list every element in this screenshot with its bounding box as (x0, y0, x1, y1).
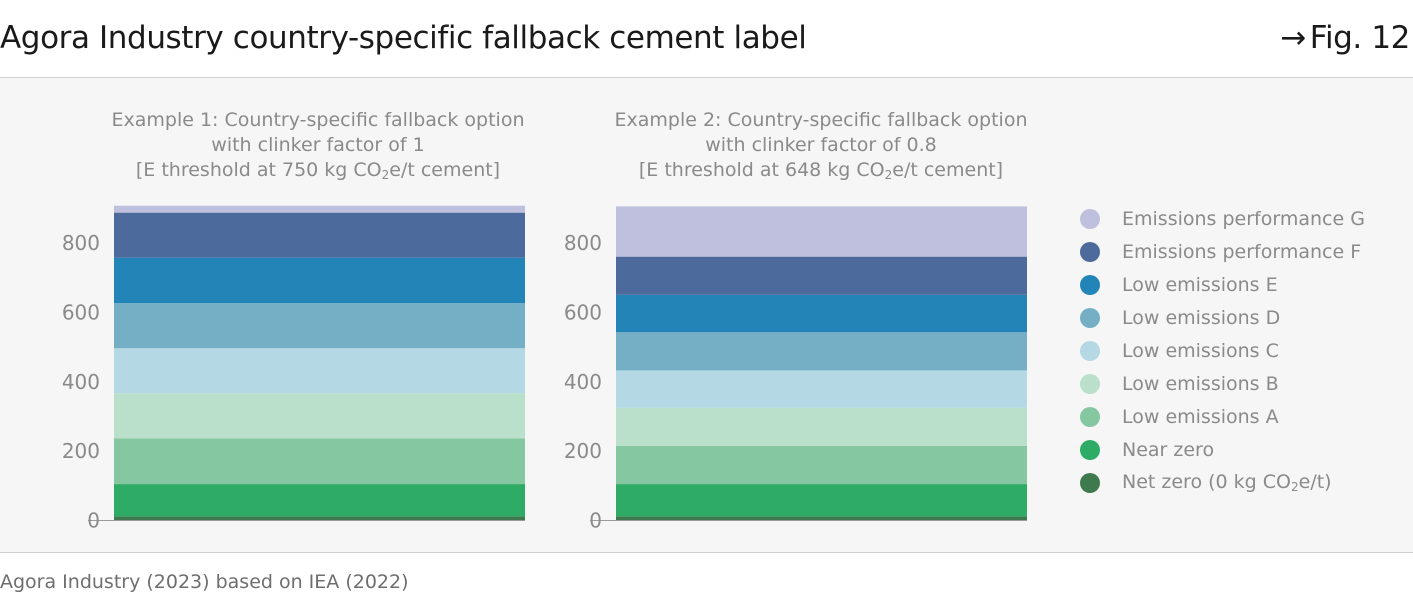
legend-swatch (1080, 307, 1100, 328)
chart-threshold-note: [E threshold at 648 kg CO2e/t cement] (639, 159, 1003, 182)
legend-item: Low emissions B (1080, 367, 1410, 400)
y-tick-label: 600 (62, 300, 100, 324)
legend-swatch (1080, 274, 1100, 295)
legend-swatch (1080, 373, 1100, 394)
source-note: Agora Industry (2023) based on IEA (2022… (0, 571, 409, 593)
bar-segment (114, 205, 525, 213)
bar-segment (114, 257, 525, 304)
legend-label: Emissions performance F (1122, 240, 1362, 263)
y-tick-label: 200 (62, 439, 100, 463)
legend: Emissions performance G Emissions perform… (1080, 202, 1410, 499)
bar-segment (114, 303, 525, 349)
legend-swatch (1080, 406, 1100, 427)
bar-segment (114, 393, 525, 439)
y-tick-label: 800 (62, 231, 100, 255)
bar-segment (616, 294, 1027, 333)
bar-segment (616, 484, 1027, 517)
legend-label: Near zero (1122, 438, 1215, 461)
figure-title: Agora Industry country-specific fallback… (0, 20, 807, 56)
arrow-right-icon: → (1280, 20, 1306, 56)
figure-header: Agora Industry country-specific fallback… (0, 0, 1413, 78)
y-tick-label: 600 (564, 300, 602, 324)
bar-segment (616, 370, 1027, 408)
legend-label: Low emissions E (1122, 273, 1278, 296)
y-tick-label: 0 (87, 509, 100, 533)
legend-swatch (1080, 208, 1100, 229)
y-tick-label: 400 (62, 370, 100, 394)
y-tick-label: 800 (564, 231, 602, 255)
y-tick-label: 200 (564, 439, 602, 463)
bar-segment (616, 332, 1027, 371)
legend-label: Low emissions D (1122, 306, 1281, 329)
legend-item: Emissions performance F (1080, 235, 1410, 268)
bar-segment (616, 516, 1027, 521)
legend-swatch (1080, 472, 1100, 493)
chart-title-line: with clinker factor of 0.8 (705, 134, 937, 156)
bar-segment (114, 516, 525, 521)
chart-title-line: Example 1: Country-specific fallback opt… (112, 109, 525, 131)
legend-label: Low emissions C (1122, 339, 1279, 362)
legend-item: Low emissions E (1080, 268, 1410, 301)
bar-segment (114, 212, 525, 258)
legend-item: Emissions performance G (1080, 202, 1410, 235)
legend-swatch (1080, 340, 1100, 361)
legend-item: Low emissions D (1080, 301, 1410, 334)
chart-title-line: with clinker factor of 1 (211, 134, 424, 156)
y-tick-label: 400 (564, 370, 602, 394)
legend-swatch (1080, 439, 1100, 460)
bar-segment (616, 445, 1027, 485)
legend-label: Low emissions A (1122, 405, 1279, 428)
legend-swatch (1080, 241, 1100, 262)
legend-item: Net zero (0 kg CO2e/t) (1080, 466, 1410, 499)
figure-number: → Fig. 12 (1280, 20, 1410, 56)
bar-segment (616, 407, 1027, 446)
chart-title-line: Example 2: Country-specific fallback opt… (615, 109, 1028, 131)
legend-label: Net zero (0 kg CO2e/t) (1122, 471, 1332, 494)
bar-segment (616, 206, 1027, 257)
bar-segment (114, 348, 525, 394)
legend-label: Low emissions B (1122, 372, 1279, 395)
legend-label: Emissions performance G (1122, 207, 1365, 230)
chart-threshold-note: [E threshold at 750 kg CO2e/t cement] (136, 159, 500, 182)
legend-item: Low emissions C (1080, 334, 1410, 367)
y-tick-label: 0 (589, 509, 602, 533)
bar-segment (616, 256, 1027, 295)
bar-segment (114, 484, 525, 517)
legend-item: Low emissions A (1080, 400, 1410, 433)
legend-item: Near zero (1080, 433, 1410, 466)
figure-number-label: Fig. 12 (1309, 20, 1411, 56)
bar-segment (114, 438, 525, 485)
